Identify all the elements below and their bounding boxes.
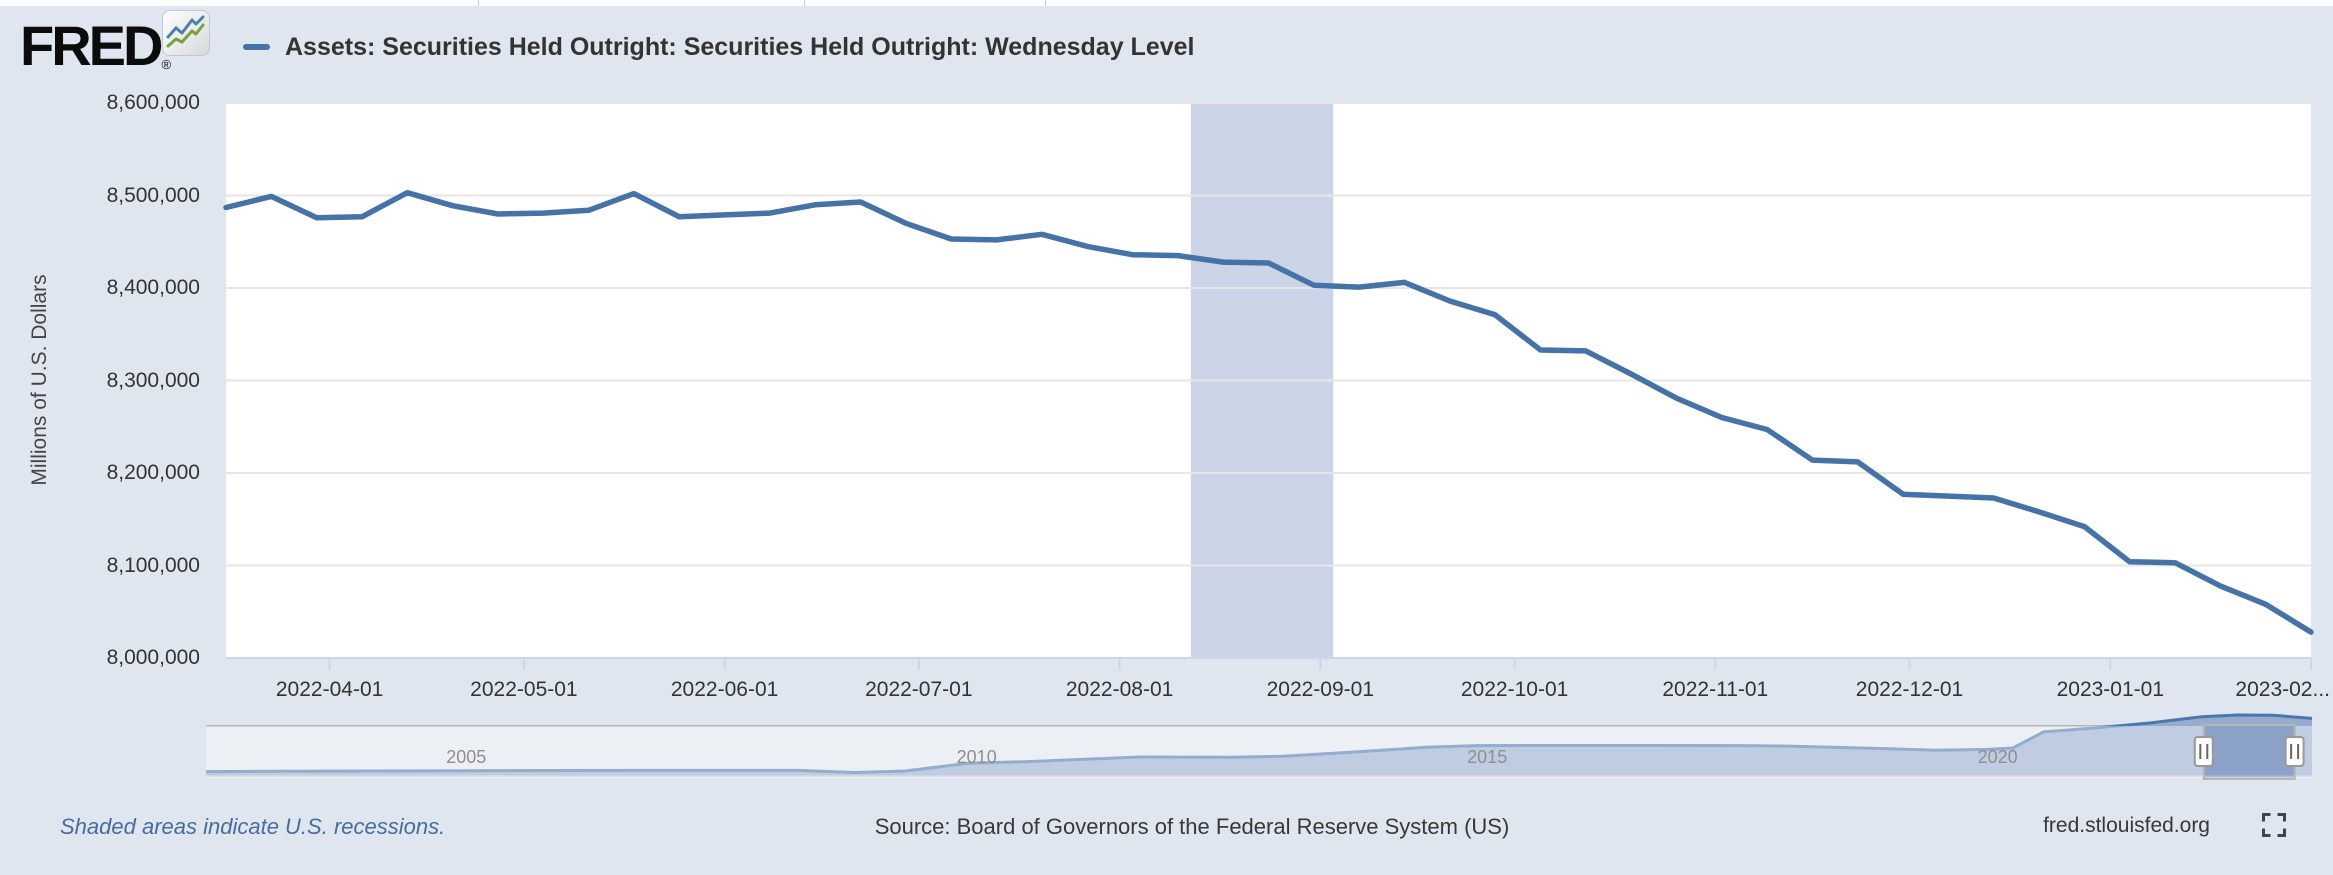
series-line bbox=[223, 189, 2314, 635]
navigator-right-handle[interactable] bbox=[2284, 736, 2305, 767]
recession-note: Shaded areas indicate U.S. recessions. bbox=[60, 814, 446, 839]
fred-logo[interactable]: FRED ® bbox=[20, 16, 171, 76]
fullscreen-icon[interactable] bbox=[2260, 811, 2288, 839]
legend-line-marker bbox=[243, 44, 270, 50]
top-strip-divider bbox=[1045, 0, 1046, 6]
y-axis-title: Millions of U.S. Dollars bbox=[28, 274, 51, 486]
navigator-mask-left bbox=[206, 726, 2204, 778]
chart-footer: Shaded areas indicate U.S. recessions. S… bbox=[0, 808, 2333, 848]
fred-sparkline-icon bbox=[162, 10, 210, 56]
source-text: Source: Board of Governors of the Federa… bbox=[874, 814, 1510, 839]
top-strip-divider bbox=[478, 0, 479, 6]
registered-mark: ® bbox=[161, 57, 172, 72]
chart-title: Assets: Securities Held Outright: Securi… bbox=[285, 33, 1195, 61]
top-strip-divider bbox=[804, 0, 805, 6]
navigator-area bbox=[206, 715, 2312, 776]
top-strip bbox=[0, 0, 2333, 6]
navigator-line bbox=[205, 713, 2313, 774]
fred-site-label: fred.stlouisfed.org bbox=[2043, 814, 2210, 837]
navigator-selection[interactable] bbox=[2203, 726, 2295, 778]
fred-logo-text: FRED bbox=[20, 14, 163, 77]
navigator-left-handle[interactable] bbox=[2193, 736, 2214, 767]
